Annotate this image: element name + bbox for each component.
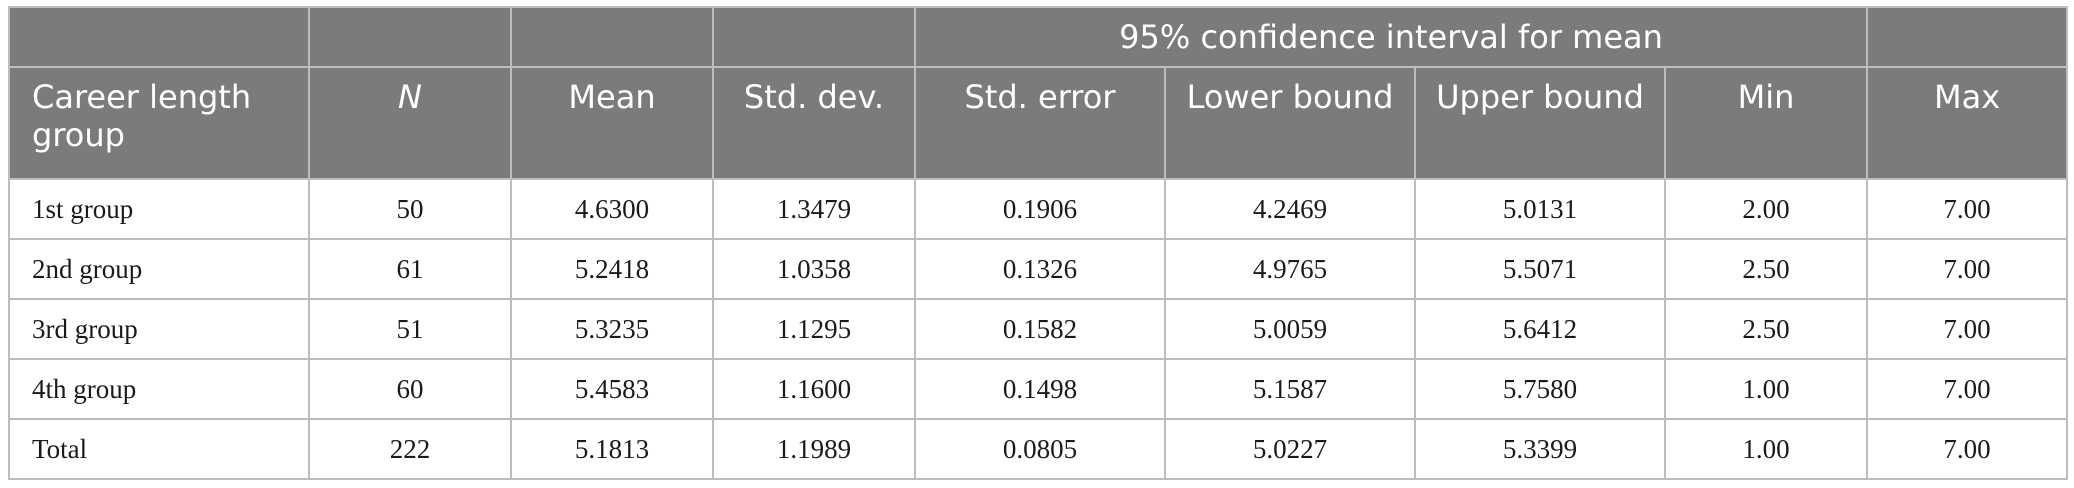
super-header-empty xyxy=(8,6,310,68)
cell-upper-bound: 5.6412 xyxy=(1414,298,1666,360)
cell-max: 7.00 xyxy=(1866,418,2069,480)
cell-std-error: 0.1498 xyxy=(914,358,1166,420)
cell-n: 60 xyxy=(308,358,512,420)
header-n: N xyxy=(308,66,512,180)
cell-mean: 5.4583 xyxy=(510,358,714,420)
header-max: Max xyxy=(1866,66,2069,180)
cell-n: 222 xyxy=(308,418,512,480)
super-header-row: 95% confidence interval for mean xyxy=(8,6,2069,68)
cell-n: 50 xyxy=(308,178,512,240)
header-row: Career length group N Mean Std. dev. Std… xyxy=(8,66,2069,180)
cell-max: 7.00 xyxy=(1866,178,2069,240)
cell-max: 7.00 xyxy=(1866,358,2069,420)
cell-std-dev: 1.0358 xyxy=(712,238,916,300)
statistics-table: 95% confidence interval for mean Career … xyxy=(8,6,2069,480)
cell-min: 1.00 xyxy=(1663,358,1869,420)
cell-std-dev: 1.1600 xyxy=(712,358,916,420)
cell-min: 2.50 xyxy=(1663,238,1869,300)
header-std-dev: Std. dev. xyxy=(712,66,916,180)
table-row: 2nd group 61 5.2418 1.0358 0.1326 4.9765… xyxy=(8,238,2069,300)
cell-group: Total xyxy=(8,418,310,480)
cell-std-dev: 1.3479 xyxy=(712,178,916,240)
cell-upper-bound: 5.7580 xyxy=(1414,358,1666,420)
cell-upper-bound: 5.3399 xyxy=(1414,418,1666,480)
super-header-empty xyxy=(510,6,714,68)
cell-std-dev: 1.1295 xyxy=(712,298,916,360)
cell-mean: 5.2418 xyxy=(510,238,714,300)
table-row: 1st group 50 4.6300 1.3479 0.1906 4.2469… xyxy=(8,178,2069,240)
table-row: 3rd group 51 5.3235 1.1295 0.1582 5.0059… xyxy=(8,298,2069,360)
super-header-empty xyxy=(1866,6,2069,68)
cell-group: 2nd group xyxy=(8,238,310,300)
cell-min: 2.00 xyxy=(1663,178,1869,240)
cell-group: 1st group xyxy=(8,178,310,240)
header-min: Min xyxy=(1663,66,1869,180)
cell-upper-bound: 5.0131 xyxy=(1414,178,1666,240)
cell-std-error: 0.0805 xyxy=(914,418,1166,480)
cell-n: 61 xyxy=(308,238,512,300)
header-lower-bound: Lower bound xyxy=(1164,66,1416,180)
cell-min: 2.50 xyxy=(1663,298,1869,360)
cell-std-error: 0.1906 xyxy=(914,178,1166,240)
super-header-empty xyxy=(712,6,916,68)
cell-upper-bound: 5.5071 xyxy=(1414,238,1666,300)
cell-std-error: 0.1326 xyxy=(914,238,1166,300)
header-career-length-group: Career length group xyxy=(8,66,310,180)
cell-std-error: 0.1582 xyxy=(914,298,1166,360)
cell-max: 7.00 xyxy=(1866,298,2069,360)
confidence-interval-header: 95% confidence interval for mean xyxy=(913,6,1869,68)
cell-min: 1.00 xyxy=(1663,418,1869,480)
cell-std-dev: 1.1989 xyxy=(712,418,916,480)
header-std-error: Std. error xyxy=(914,66,1166,180)
super-header-empty xyxy=(308,6,512,68)
cell-lower-bound: 5.0227 xyxy=(1164,418,1416,480)
cell-n: 51 xyxy=(308,298,512,360)
cell-mean: 5.1813 xyxy=(510,418,714,480)
cell-lower-bound: 5.1587 xyxy=(1164,358,1416,420)
cell-lower-bound: 5.0059 xyxy=(1164,298,1416,360)
cell-group: 4th group xyxy=(8,358,310,420)
cell-lower-bound: 4.9765 xyxy=(1164,238,1416,300)
header-upper-bound: Upper bound xyxy=(1414,66,1666,180)
table-row: 4th group 60 5.4583 1.1600 0.1498 5.1587… xyxy=(8,358,2069,420)
cell-max: 7.00 xyxy=(1866,238,2069,300)
cell-mean: 5.3235 xyxy=(510,298,714,360)
header-mean: Mean xyxy=(510,66,714,180)
cell-group: 3rd group xyxy=(8,298,310,360)
cell-mean: 4.6300 xyxy=(510,178,714,240)
cell-lower-bound: 4.2469 xyxy=(1164,178,1416,240)
table-row: Total 222 5.1813 1.1989 0.0805 5.0227 5.… xyxy=(8,418,2069,480)
